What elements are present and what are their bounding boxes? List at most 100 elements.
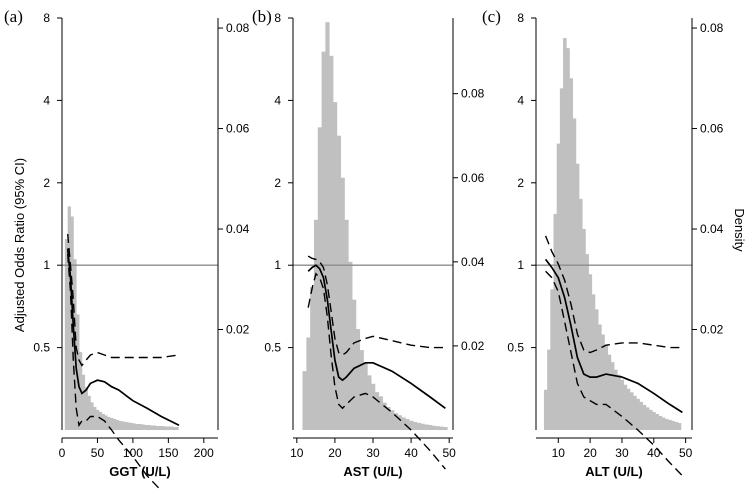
histogram-bar (144, 424, 148, 430)
histogram-bar (166, 426, 171, 430)
x-tick-label: 100 (123, 446, 143, 460)
histogram-bar (359, 350, 364, 430)
x-tick-label: 50 (91, 446, 105, 460)
histogram-bar (543, 389, 548, 430)
histogram-bar (559, 88, 564, 430)
panel-label: (b) (252, 7, 272, 26)
histogram-bar (601, 334, 605, 430)
histogram-bar (575, 163, 580, 430)
left-tick-label: 1 (43, 258, 50, 272)
histogram-bar (390, 410, 395, 430)
histogram-bar (604, 344, 609, 430)
right-tick-label: 0.04 (461, 255, 485, 269)
histogram-bar (626, 388, 631, 430)
histogram-bar (169, 426, 174, 430)
histogram-bar (664, 418, 669, 430)
histogram-bar (175, 426, 179, 430)
histogram-bar (310, 287, 315, 430)
right-tick-label: 0.06 (226, 122, 250, 136)
histogram-bar (553, 213, 558, 430)
histogram-bar (655, 413, 659, 430)
panel-c: 8 4 2 1 0.5 0.02 0.04 0.06 0.08 10 20 30 40 50 ALT (U/… (482, 7, 724, 479)
histogram-bar (420, 423, 425, 430)
histogram-bar (598, 324, 602, 430)
histogram-bar (439, 426, 444, 430)
histogram-bar (443, 427, 448, 430)
histogram-bar (563, 38, 567, 430)
histogram-bar (428, 424, 433, 430)
histogram-bar (386, 406, 391, 430)
histogram-bar (302, 371, 307, 430)
histogram-bar (321, 51, 326, 430)
histogram-bar (340, 177, 345, 430)
histogram-bar (84, 387, 88, 430)
left-tick-label: 4 (517, 93, 524, 107)
histogram-bar (409, 420, 414, 430)
left-tick-label: 1 (517, 258, 524, 272)
histogram-bar (661, 417, 666, 430)
histogram-bar (348, 261, 353, 430)
x-axis-title: GGT (U/L) (109, 464, 170, 479)
histogram-bar (67, 206, 71, 430)
x-tick-label: 40 (404, 446, 418, 460)
histogram-bar (130, 422, 134, 430)
histogram-bar (313, 219, 319, 430)
histogram-bar (578, 198, 583, 430)
histogram-bar (591, 294, 596, 430)
histogram-bar (306, 337, 311, 430)
odds-ratio-line (544, 258, 683, 414)
histogram-bar (382, 402, 387, 430)
x-tick-label: 30 (366, 446, 380, 460)
left-tick-label: 0.5 (33, 341, 50, 355)
histogram-bar (121, 421, 125, 430)
histogram-bar (155, 425, 159, 430)
histogram-bar (336, 135, 342, 430)
histogram-bar (556, 143, 561, 431)
right-axis-title: Density (732, 208, 747, 252)
odds-ratio-line (307, 264, 446, 409)
histogram-bar (64, 239, 69, 430)
x-tick-label: 0 (59, 446, 66, 460)
x-tick-label: 50 (679, 446, 693, 460)
histogram-bar (101, 413, 105, 430)
histogram-bar (413, 422, 418, 430)
histogram-bar (610, 362, 615, 430)
histogram-bar (405, 419, 410, 430)
left-tick-label: 0.5 (264, 341, 281, 355)
histogram-bar (401, 417, 406, 430)
histogram-bar (582, 229, 586, 430)
histogram-bar (355, 329, 361, 430)
histogram-bar (172, 426, 176, 430)
histogram-bar (138, 423, 142, 430)
histogram-bar (81, 374, 86, 430)
histogram-bar (649, 409, 653, 430)
histogram-bar (363, 362, 368, 430)
histogram-bar (152, 425, 156, 430)
left-tick-label: 1 (274, 258, 281, 272)
panel-b: 8 4 2 1 0.5 0.02 0.04 0.06 0.08 10 20 30 40 50 AST (U/… (252, 7, 485, 479)
histogram-bar (658, 415, 663, 430)
right-tick-label: 0.08 (700, 21, 724, 35)
histogram-bar (367, 375, 372, 430)
odds-ratio-line (66, 248, 180, 427)
x-tick-label: 200 (194, 446, 214, 460)
right-tick-label: 0.02 (461, 339, 485, 353)
histogram-bar (104, 415, 108, 430)
lower-ci-line (545, 270, 683, 477)
histogram-bar (617, 374, 621, 430)
histogram-bar (70, 216, 74, 430)
histogram-bar (397, 415, 402, 430)
histogram-bar (113, 418, 117, 430)
histogram-bar (352, 299, 357, 430)
histogram-bar (645, 407, 650, 430)
right-tick-label: 0.02 (700, 323, 724, 337)
panel-label: (c) (482, 7, 501, 26)
histogram-bar (671, 420, 675, 430)
left-tick-label: 2 (43, 176, 50, 190)
left-tick-label: 0.5 (507, 341, 524, 355)
panel-a: 8 4 2 1 0.5 0.02 0.04 0.06 0.08 0 50 100 150 200 GGT (… (4, 7, 250, 489)
histogram-bar (333, 102, 338, 430)
lower-ci-line (307, 272, 446, 470)
left-axis-title: Adjusted Odds Ratio (95% CI) (12, 158, 27, 332)
